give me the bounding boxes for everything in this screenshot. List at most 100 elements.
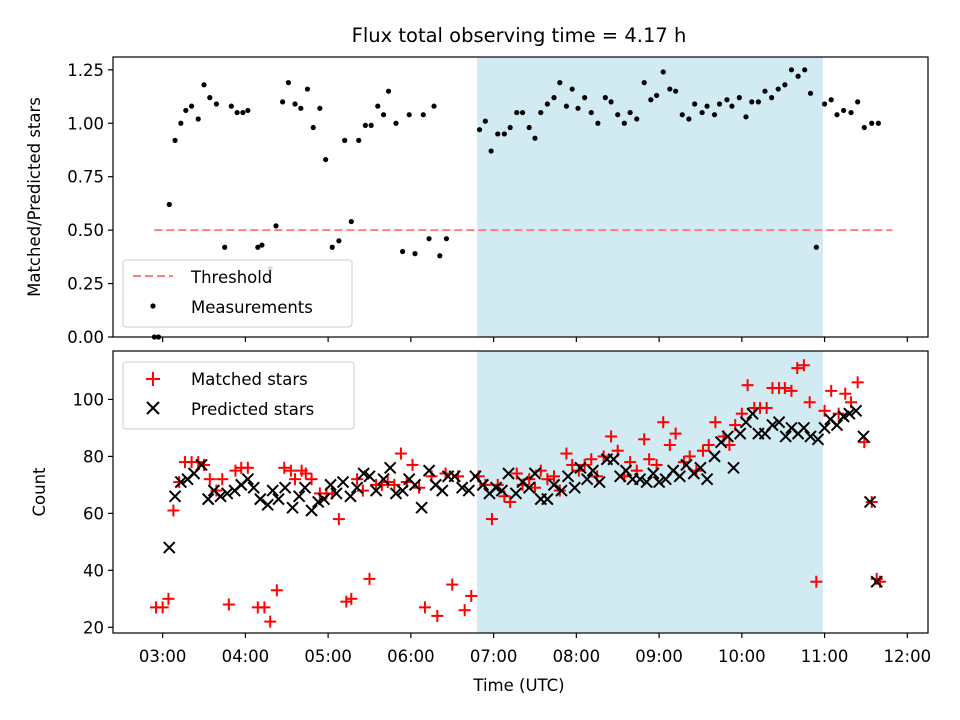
top-y-axis-label: Matched/Predicted stars bbox=[25, 97, 44, 297]
predicted-star-point bbox=[266, 484, 279, 497]
predicted-star-point bbox=[195, 458, 208, 472]
measurement-point bbox=[627, 109, 633, 116]
x-stroke-b bbox=[207, 484, 221, 497]
measurement-point bbox=[557, 80, 563, 86]
x-stroke-b bbox=[168, 490, 182, 503]
measurement-point bbox=[729, 103, 735, 109]
measurement-point bbox=[336, 238, 342, 244]
bottom-x-ticks: 03:00 04:00 05:00 06:00 07:00 08:00 09:00 10:00… bbox=[139, 633, 931, 666]
matched-star-point bbox=[431, 609, 444, 622]
x-stroke-b bbox=[324, 478, 337, 492]
matched-star-point bbox=[351, 473, 364, 486]
predicted-star-point bbox=[640, 475, 653, 489]
predicted-star-point bbox=[448, 470, 461, 483]
x-stroke-b bbox=[607, 453, 620, 466]
x-stroke-b bbox=[694, 461, 707, 474]
predicted-star-point bbox=[593, 475, 606, 489]
x-stroke-b bbox=[818, 421, 831, 435]
measurement-point bbox=[724, 97, 730, 103]
x-stroke-b bbox=[843, 407, 856, 420]
legend-predicted-label: Predicted stars bbox=[191, 400, 314, 419]
predicted-star-point bbox=[818, 421, 831, 435]
measurement-point bbox=[178, 120, 184, 126]
measurement-point bbox=[213, 101, 220, 107]
matched-star-point bbox=[560, 447, 573, 460]
matched-star-point bbox=[162, 592, 175, 605]
matched-star-point bbox=[669, 427, 682, 440]
measurement-point bbox=[201, 82, 207, 88]
measurement-point bbox=[648, 97, 654, 103]
predicted-star-point bbox=[369, 484, 383, 497]
matched-star-point bbox=[696, 444, 709, 457]
x-stroke-b bbox=[700, 472, 714, 486]
measurement-point bbox=[526, 124, 532, 131]
predicted-star-point bbox=[522, 481, 536, 494]
x-tick-label: 04:00 bbox=[222, 647, 270, 666]
measurement-point bbox=[323, 156, 329, 163]
x-stroke-b bbox=[489, 481, 503, 494]
x-stroke-b bbox=[727, 461, 740, 474]
x-stroke-b bbox=[377, 472, 390, 486]
x-stroke-b bbox=[403, 472, 416, 486]
x-stroke-b bbox=[811, 433, 825, 446]
x-stroke-b bbox=[561, 470, 575, 483]
measurement-point bbox=[304, 86, 311, 92]
top-y-tick-label: 1.25 bbox=[67, 61, 104, 80]
predicted-star-point bbox=[804, 430, 817, 443]
measurement-point bbox=[420, 112, 426, 118]
measurement-point bbox=[634, 116, 640, 122]
predicted-star-point bbox=[647, 467, 660, 480]
measurement-point bbox=[362, 122, 368, 128]
matched-star-point bbox=[553, 484, 566, 497]
measurement-point bbox=[495, 131, 501, 137]
x-stroke-b bbox=[495, 484, 509, 497]
x-stroke-b bbox=[408, 478, 422, 492]
x-stroke-b bbox=[502, 467, 515, 480]
measurement-point bbox=[255, 244, 261, 250]
x-stroke-b bbox=[863, 495, 877, 509]
matched-star-point bbox=[156, 601, 169, 614]
x-stroke-b bbox=[541, 492, 554, 506]
predicted-star-point bbox=[336, 475, 350, 489]
measurement-point bbox=[660, 69, 666, 75]
x-stroke-b bbox=[739, 416, 753, 429]
matched-stars-points bbox=[150, 359, 887, 628]
measurement-point bbox=[488, 148, 494, 154]
predicted-star-point bbox=[811, 433, 825, 446]
bottom-panel: 20 40 60 80 100 03:00 04:00 05:00 06:00 07:00 08:… bbox=[30, 350, 931, 695]
x-stroke-b bbox=[469, 470, 482, 483]
predicted-star-point bbox=[541, 492, 554, 506]
x-stroke-b bbox=[357, 467, 370, 480]
x-stroke-b bbox=[652, 475, 666, 489]
measurement-point bbox=[393, 120, 399, 126]
x-stroke-b bbox=[254, 492, 267, 506]
measurement-point bbox=[240, 109, 246, 116]
measurement-point bbox=[222, 244, 228, 250]
measurement-point bbox=[399, 248, 406, 255]
measurement-point bbox=[245, 107, 251, 114]
chart-title: Flux total observing time = 4.17 h bbox=[352, 24, 687, 47]
x-stroke-b bbox=[455, 481, 469, 494]
matched-star-point bbox=[406, 458, 419, 471]
predicted-star-point bbox=[201, 492, 215, 506]
matched-star-point bbox=[258, 601, 271, 614]
predicted-star-point bbox=[708, 450, 721, 463]
x-stroke-b bbox=[292, 490, 306, 503]
predicted-star-point bbox=[652, 475, 666, 489]
measurement-point bbox=[602, 95, 608, 101]
matched-star-point bbox=[458, 604, 471, 617]
matched-star-point bbox=[791, 362, 804, 375]
matched-star-point bbox=[299, 467, 312, 480]
predicted-star-point bbox=[568, 481, 581, 494]
predicted-star-point bbox=[739, 416, 753, 429]
x-stroke-b bbox=[214, 490, 227, 503]
matched-star-point bbox=[541, 473, 554, 486]
measurement-point bbox=[195, 116, 201, 122]
predicted-star-point bbox=[857, 430, 870, 443]
predicted-star-point bbox=[389, 487, 403, 500]
predicted-star-point bbox=[580, 472, 594, 486]
predicted-star-point bbox=[261, 498, 274, 512]
predicted-star-point bbox=[727, 461, 740, 474]
measurement-point bbox=[406, 112, 412, 118]
measurement-point bbox=[743, 114, 749, 120]
